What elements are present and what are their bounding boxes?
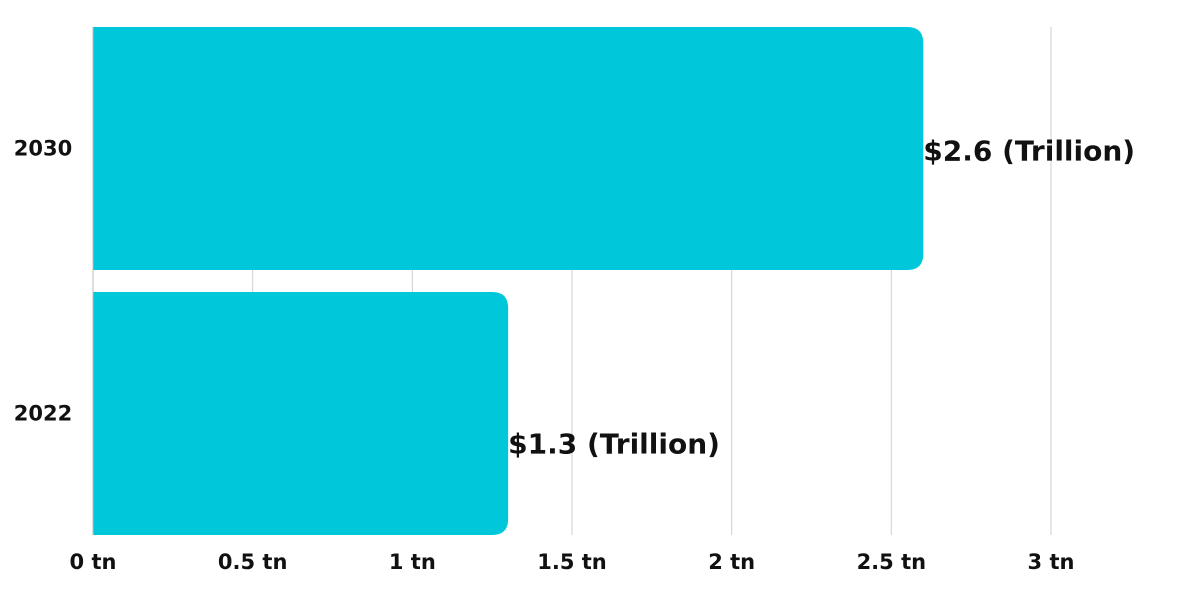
x-tick-label: 0.5 tn [218, 550, 288, 574]
category-label: 2030 [14, 137, 72, 161]
x-tick-label: 0 tn [70, 550, 117, 574]
x-tick-label: 3 tn [1028, 550, 1075, 574]
bar-2022 [93, 292, 509, 535]
category-label: 2022 [14, 402, 72, 426]
data-label-2030: $2.6 (Trillion) [923, 135, 1135, 168]
labels: 0 tn 0.5 tn 1 tn 1.5 tn 2 tn 2.5 tn 3 tn 2030 $2… [14, 135, 1135, 575]
x-tick-label: 1.5 tn [537, 550, 607, 574]
x-tick-label: 1 tn [389, 550, 436, 574]
data-label-2022: $1.3 (Trillion) [508, 428, 720, 461]
bar-2030 [93, 27, 924, 270]
x-tick-label: 2.5 tn [857, 550, 927, 574]
bars [93, 27, 924, 535]
x-tick-label: 2 tn [708, 550, 755, 574]
